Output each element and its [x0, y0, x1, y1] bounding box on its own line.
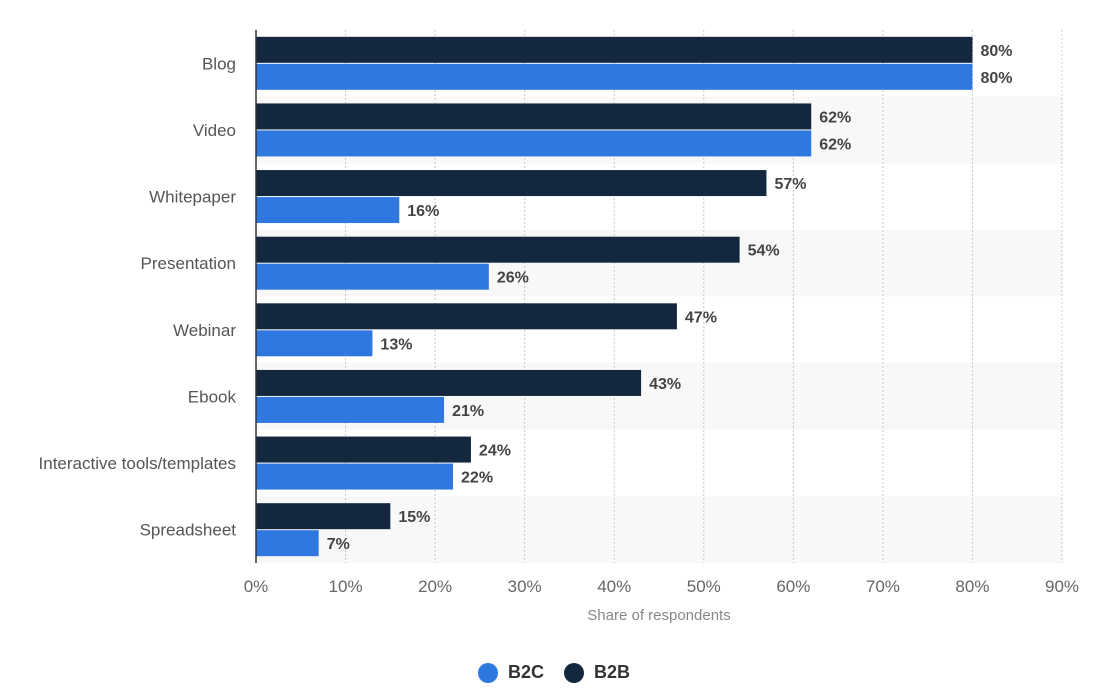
x-tick-label: 10% [329, 577, 363, 596]
bar-b2b[interactable] [256, 236, 740, 263]
x-tick-label: 0% [244, 577, 269, 596]
x-tick-label: 50% [687, 577, 721, 596]
category-label: Spreadsheet [140, 521, 237, 540]
x-axis-title: Share of respondents [587, 607, 730, 624]
bar-b2b[interactable] [256, 303, 677, 330]
bar-b2c[interactable] [256, 197, 400, 224]
bar-b2b[interactable] [256, 369, 642, 396]
x-tick-label: 60% [776, 577, 810, 596]
bar-b2c[interactable] [256, 263, 489, 290]
x-tick-label: 70% [866, 577, 900, 596]
data-label: 80% [980, 70, 1012, 87]
data-label: 62% [819, 136, 851, 153]
data-label: 80% [980, 43, 1012, 60]
bar-b2c[interactable] [256, 396, 445, 423]
bar-b2c[interactable] [256, 463, 454, 490]
bar-b2c[interactable] [256, 63, 973, 90]
data-label: 62% [819, 109, 851, 126]
row-band [256, 496, 1062, 563]
data-label: 26% [497, 270, 529, 287]
category-label: Whitepaper [149, 188, 236, 207]
data-label: 21% [452, 403, 484, 420]
category-label: Presentation [141, 254, 236, 273]
legend-swatch-b2b [564, 662, 584, 683]
legend-swatch-b2c [477, 662, 498, 683]
data-label: 24% [479, 443, 511, 460]
data-label: 7% [327, 536, 350, 553]
bar-chart: 0% 10% 20% 30% 40% 50% 60% 70% 80% 90% Blog 80% 80% V… [39, 30, 1080, 624]
legend-item-b2c[interactable]: B2C [477, 662, 544, 683]
x-tick-label: 30% [508, 577, 542, 596]
bar-b2c[interactable] [256, 330, 373, 357]
x-tick-label: 80% [955, 577, 989, 596]
legend-label-b2b: B2B [594, 662, 631, 682]
x-tick-label: 40% [597, 577, 631, 596]
row-bands [256, 96, 1062, 563]
data-label: 22% [461, 470, 493, 487]
category-label: Ebook [188, 387, 237, 406]
data-label: 16% [407, 203, 439, 220]
data-label: 13% [380, 336, 412, 353]
category-label: Blog [202, 54, 236, 73]
x-tick-label: 90% [1045, 577, 1079, 596]
bar-b2b[interactable] [256, 436, 471, 463]
bars [256, 36, 973, 557]
category-label: Video [193, 121, 236, 140]
bar-b2b[interactable] [256, 36, 973, 63]
legend-item-b2b[interactable]: B2B [564, 662, 630, 683]
data-label: 47% [685, 309, 717, 326]
category-label: Interactive tools/templates [39, 454, 236, 473]
legend: B2C B2B [0, 662, 1108, 683]
bar-b2b[interactable] [256, 170, 767, 197]
data-label: 43% [649, 376, 681, 393]
data-label: 57% [774, 176, 806, 193]
bar-b2c[interactable] [256, 530, 319, 557]
data-label: 54% [748, 243, 780, 260]
bar-b2b[interactable] [256, 503, 391, 530]
category-label: Webinar [173, 321, 236, 340]
legend-label-b2c: B2C [507, 662, 544, 682]
x-tick-label: 20% [418, 577, 452, 596]
data-label: 15% [398, 509, 430, 526]
labels: 0% 10% 20% 30% 40% 50% 60% 70% 80% 90% Blog 80% 80% V… [39, 43, 1080, 596]
bar-b2c[interactable] [256, 130, 812, 157]
bar-b2b[interactable] [256, 103, 812, 130]
